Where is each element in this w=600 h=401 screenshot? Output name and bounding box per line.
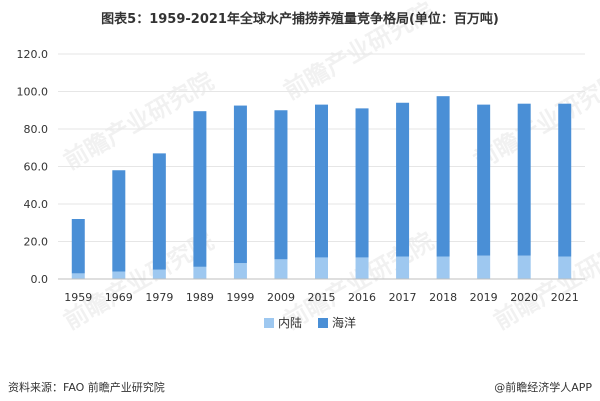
bar-inland [477, 255, 491, 279]
x-tick-label: 1969 [105, 291, 133, 304]
y-tick-label: 100.0 [17, 86, 49, 99]
brand-note: @前瞻经济学人APP [494, 381, 592, 394]
x-tick-label: 2016 [348, 291, 376, 304]
x-tick-label: 2009 [267, 291, 295, 304]
x-tick-label: 2018 [429, 291, 457, 304]
bar-inland [152, 269, 166, 279]
bars [71, 96, 572, 279]
x-tick-label: 2019 [470, 291, 498, 304]
bar-inland [233, 263, 247, 279]
y-tick-label: 40.0 [24, 198, 49, 211]
bar-inland [436, 256, 450, 279]
bar-inland [274, 259, 288, 279]
bar-marine [233, 105, 247, 264]
x-tick-label: 1959 [64, 291, 92, 304]
y-tick-label: 20.0 [24, 236, 49, 249]
bar-inland [315, 257, 328, 279]
bar-inland [517, 255, 531, 279]
bar-marine [355, 108, 369, 258]
x-tick-label: 1989 [186, 291, 214, 304]
chart-title: 图表5：1959-2021年全球水产捕捞养殖量竞争格局(单位：百万吨) [101, 12, 499, 27]
bar-marine [315, 104, 328, 258]
bar-marine [396, 102, 410, 257]
x-tick-label: 2020 [510, 291, 538, 304]
x-tick-label: 2021 [551, 291, 579, 304]
y-axis: 0.0 20.0 40.0 60.0 80.0 100.0 120.0 [17, 48, 49, 286]
legend-swatch-marine [318, 318, 328, 328]
x-tick-label: 2015 [308, 291, 336, 304]
x-axis: 1959 1969 1979 1989 1999 2009 2015 2016 2017 2018… [58, 278, 585, 304]
bar-inland [355, 257, 369, 279]
source-note: 资料来源：FAO 前瞻产业研究院 [8, 381, 165, 394]
y-tick-label: 0.0 [31, 273, 49, 286]
y-tick-label: 80.0 [24, 123, 49, 136]
bar-marine [274, 110, 288, 260]
legend-swatch-inland [264, 318, 274, 328]
bar-inland [396, 256, 410, 279]
x-tick-label: 1999 [226, 291, 254, 304]
watermark-text: 前瞻产业研究院 [489, 227, 600, 335]
bar-marine [517, 103, 531, 256]
bar-marine [436, 96, 450, 257]
bar-marine [477, 104, 491, 256]
bar-marine [112, 170, 126, 272]
bar-inland [558, 256, 572, 279]
watermark-text: 前瞻产业研究院 [279, 0, 438, 105]
bar-inland [193, 266, 207, 279]
x-tick-label: 1979 [145, 291, 173, 304]
bar-marine [152, 153, 166, 270]
x-tick-label: 2017 [389, 291, 417, 304]
bar-marine [558, 103, 572, 257]
y-tick-label: 120.0 [17, 48, 49, 61]
bar-inland [112, 271, 126, 279]
legend-label-marine: 海洋 [332, 315, 356, 330]
bar-inland [71, 273, 85, 279]
bar-marine [193, 111, 207, 267]
legend-label-inland: 内陆 [278, 315, 302, 330]
legend: 内陆 海洋 [264, 315, 356, 330]
y-tick-label: 60.0 [24, 161, 49, 174]
bar-marine [71, 219, 85, 274]
